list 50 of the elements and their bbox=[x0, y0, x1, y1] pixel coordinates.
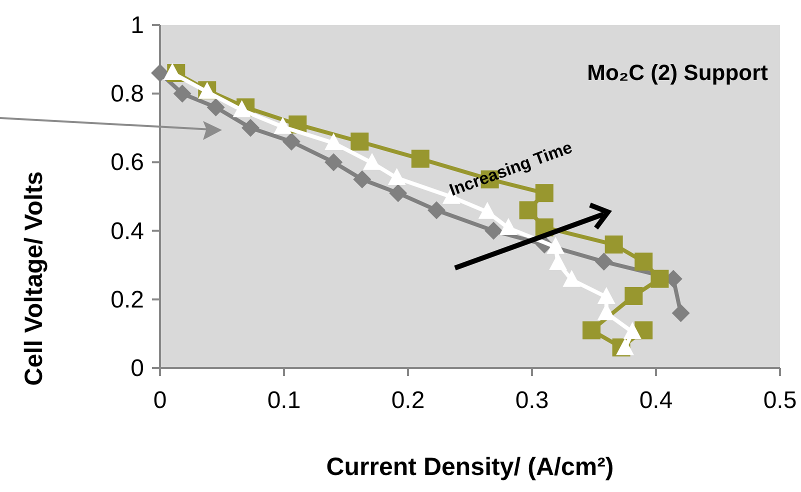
y-tick-label: 1 bbox=[130, 12, 144, 39]
point bbox=[549, 253, 568, 270]
point bbox=[484, 222, 503, 240]
point bbox=[594, 252, 613, 271]
point bbox=[350, 132, 369, 151]
point bbox=[163, 63, 182, 80]
point bbox=[582, 321, 601, 340]
point bbox=[650, 270, 669, 288]
point bbox=[173, 84, 192, 103]
x-tick-label: 0.3 bbox=[515, 387, 549, 414]
point bbox=[634, 252, 653, 271]
point bbox=[546, 236, 565, 254]
point bbox=[411, 150, 430, 168]
y-tick-label: 0.8 bbox=[110, 80, 144, 108]
point bbox=[672, 304, 690, 322]
point bbox=[616, 338, 634, 356]
annotation: Mo₂C (2) Support bbox=[587, 60, 769, 85]
point bbox=[232, 100, 251, 118]
x-tick-label: 0.5 bbox=[763, 387, 797, 414]
point bbox=[274, 116, 292, 134]
point bbox=[519, 201, 538, 220]
x-tick-label: 0.1 bbox=[267, 387, 301, 414]
y-tick-label: 0 bbox=[130, 355, 144, 382]
point bbox=[388, 168, 406, 185]
y-tick-label: 0.6 bbox=[110, 149, 144, 176]
point bbox=[535, 184, 554, 202]
x-tick-label: 0 bbox=[153, 387, 167, 414]
point bbox=[151, 64, 169, 82]
point bbox=[353, 170, 372, 188]
point bbox=[623, 322, 642, 339]
point bbox=[324, 153, 343, 172]
point bbox=[478, 202, 496, 219]
x-tick-label: 0.4 bbox=[639, 387, 673, 414]
y-tick-label: 0.2 bbox=[110, 286, 144, 314]
point bbox=[604, 236, 623, 254]
x-tick-label: 0.2 bbox=[391, 387, 425, 414]
point bbox=[389, 184, 408, 202]
y-axis-title: Cell Voltage/ Volts bbox=[20, 171, 48, 386]
point bbox=[324, 132, 343, 150]
point bbox=[282, 132, 300, 151]
y-tick-label: 0.4 bbox=[110, 218, 144, 245]
point bbox=[428, 201, 446, 220]
x-axis-title: Current Density/ (A/cm²) bbox=[326, 453, 614, 481]
point bbox=[242, 118, 260, 137]
point bbox=[499, 218, 518, 236]
point bbox=[206, 98, 225, 116]
point bbox=[597, 287, 616, 304]
point bbox=[562, 270, 581, 287]
point bbox=[363, 152, 382, 170]
point bbox=[624, 286, 643, 305]
